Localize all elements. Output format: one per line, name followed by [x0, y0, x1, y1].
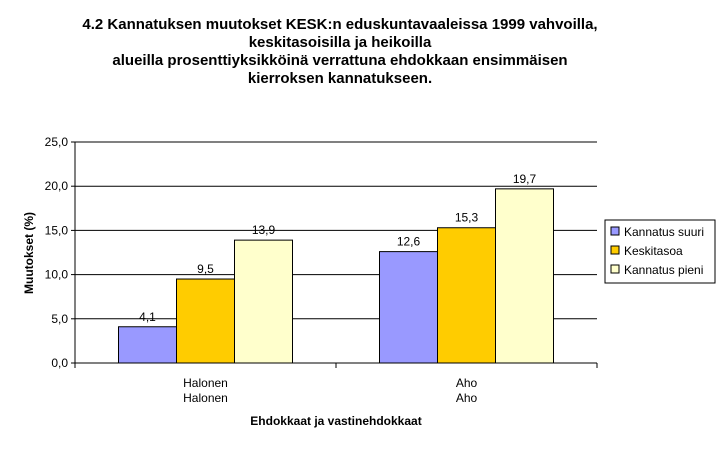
chart-title-line-4: kierroksen kannatukseen.: [247, 70, 433, 87]
legend: Kannatus suuri Keskitasoa Kannatus pieni: [604, 219, 716, 284]
x-tick-label: Halonen: [183, 376, 228, 390]
bar: [234, 239, 293, 364]
axes: [71, 141, 598, 368]
bars: [118, 188, 554, 364]
legend-swatch: [610, 245, 620, 255]
y-tick-label: 20,0: [45, 179, 69, 193]
data-label: 12,6: [397, 235, 421, 249]
legend-box: [604, 219, 716, 284]
data-label: 4,1: [139, 310, 156, 324]
data-label: 15,3: [455, 211, 479, 225]
x-axis-label: Ehdokkaat ja vastinehdokkaat: [250, 414, 421, 428]
y-tick-label: 10,0: [45, 268, 69, 282]
bar: [176, 278, 235, 364]
y-tick-label: 15,0: [45, 223, 69, 237]
data-label: 13,9: [252, 223, 276, 237]
chart-title-line-2: keskitasoisilla ja heikoilla: [248, 34, 432, 51]
x-tick-label: Aho: [456, 391, 478, 405]
y-tick-label: 5,0: [51, 312, 68, 326]
legend-label: Kannatus pieni: [624, 263, 703, 277]
data-label: 9,5: [197, 262, 214, 276]
chart-title-line-1: 4.2 Kannatuksen muutokset KESK:n eduskun…: [82, 16, 598, 33]
legend-label: Kannatus suuri: [624, 225, 704, 239]
y-tick-label: 0,0: [51, 356, 68, 370]
x-tick-label: Halonen: [183, 391, 228, 405]
bar: [118, 326, 177, 364]
legend-label: Keskitasoa: [624, 244, 683, 258]
y-tick-labels: 0,0 5,0 10,0 15,0 20,0 25,0: [45, 135, 69, 370]
data-labels: 4,1 9,5 13,9 12,6 15,3 19,7: [139, 172, 536, 324]
bar: [437, 227, 496, 364]
y-axis-label: Muutokset (%): [22, 212, 36, 294]
x-tick-label: Aho: [456, 376, 478, 390]
y-tick-label: 25,0: [45, 135, 69, 149]
chart-title: 4.2 Kannatuksen muutokset KESK:n eduskun…: [60, 16, 620, 88]
bar: [495, 188, 554, 364]
data-label: 19,7: [513, 172, 537, 186]
legend-swatch: [610, 226, 620, 236]
chart-title-line-3: alueilla prosenttiyksikköinä verrattuna …: [112, 52, 568, 69]
bar: [379, 251, 438, 364]
legend-swatch: [610, 264, 620, 274]
